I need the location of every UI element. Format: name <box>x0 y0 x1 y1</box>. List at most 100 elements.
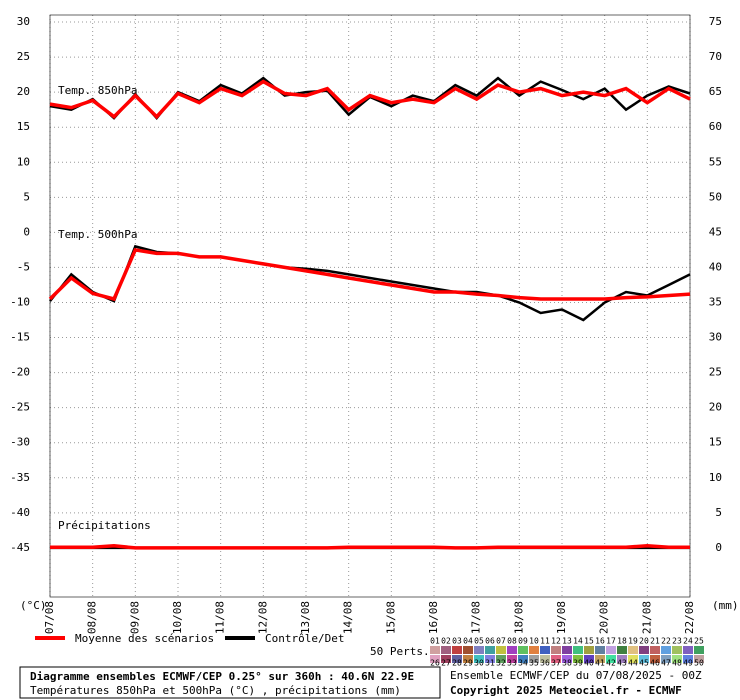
y-tick-label: -30 <box>10 436 30 449</box>
perturbation-label: 25 <box>694 637 704 646</box>
perturbation-label: 19 <box>628 637 638 646</box>
perturbation-label: 39 <box>573 659 583 668</box>
perturbation-swatch <box>628 646 638 654</box>
perturbation-label: 43 <box>617 659 627 668</box>
perturbation-swatch <box>683 655 693 663</box>
perturbation-label: 38 <box>562 659 572 668</box>
y-tick-label: -40 <box>10 506 30 519</box>
y2-tick-label: 15 <box>709 436 722 449</box>
y-tick-label: -20 <box>10 366 30 379</box>
perturbation-label: 02 <box>441 637 451 646</box>
perturbation-swatch <box>694 646 704 654</box>
y-tick-label: 30 <box>17 15 30 28</box>
perturbation-label: 50 <box>694 659 704 668</box>
y-tick-label: 15 <box>17 120 30 133</box>
perturbation-swatch <box>628 655 638 663</box>
perturbation-swatch <box>661 646 671 654</box>
perturbation-label: 42 <box>606 659 616 668</box>
y2-tick-label: 60 <box>709 120 722 133</box>
perturbation-swatch <box>540 646 550 654</box>
perturbation-label: 49 <box>683 659 693 668</box>
perturbation-label: 21 <box>650 637 660 646</box>
x-tick-label: 12/08 <box>256 601 269 634</box>
footer-run: Ensemble ECMWF/CEP du 07/08/2025 - 00Z <box>450 669 702 682</box>
y-tick-label: 0 <box>23 225 30 238</box>
perturbation-swatch <box>507 646 517 654</box>
perturbation-swatch <box>463 646 473 654</box>
perturbation-label: 30 <box>474 659 484 668</box>
y2-tick-label: 75 <box>709 15 722 28</box>
perturbation-swatch <box>430 655 440 663</box>
perturbation-label: 48 <box>672 659 682 668</box>
y2-tick-label: 35 <box>709 295 722 308</box>
x-tick-label: 20/08 <box>598 601 611 634</box>
x-tick-label: 15/08 <box>384 601 397 634</box>
perturbation-swatch <box>672 646 682 654</box>
perturbation-swatch <box>584 646 594 654</box>
perturbation-label: 08 <box>507 637 517 646</box>
legend-mean: Moyenne des scénarios <box>75 632 214 645</box>
y2-tick-label: 30 <box>709 331 722 344</box>
perturbation-label: 29 <box>463 659 473 668</box>
perturbation-swatch <box>606 655 616 663</box>
y2-tick-label: 10 <box>709 471 722 484</box>
perturbation-label: 05 <box>474 637 484 646</box>
y-tick-label: 25 <box>17 50 30 63</box>
perturbation-label: 18 <box>617 637 627 646</box>
perturbation-swatch <box>694 655 704 663</box>
perturbation-label: 11 <box>540 637 550 646</box>
perturbation-label: 34 <box>518 659 528 668</box>
x-tick-label: 16/08 <box>427 601 440 634</box>
perturbation-swatch <box>617 646 627 654</box>
y2-tick-label: 20 <box>709 401 722 414</box>
perturbation-label: 37 <box>551 659 561 668</box>
perturbation-swatch <box>551 646 561 654</box>
perturbation-label: 33 <box>507 659 517 668</box>
x-tick-label: 08/08 <box>86 601 99 634</box>
perturbation-label: 03 <box>452 637 462 646</box>
perturbation-swatch <box>430 646 440 654</box>
perturbation-swatch <box>683 646 693 654</box>
y2-tick-label: 25 <box>709 366 722 379</box>
y-tick-label: -35 <box>10 471 30 484</box>
perturbation-swatch <box>474 655 484 663</box>
perturbation-swatch <box>584 655 594 663</box>
perturbation-label: 15 <box>584 637 594 646</box>
y-tick-label: -45 <box>10 541 30 554</box>
perturbation-label: 23 <box>672 637 682 646</box>
perturbation-swatch <box>573 655 583 663</box>
perturbation-swatch <box>639 655 649 663</box>
x-tick-label: 09/08 <box>128 601 141 634</box>
perturbation-label: 20 <box>639 637 649 646</box>
perturbation-swatch <box>661 655 671 663</box>
y-axis-label: (°C) <box>20 599 47 612</box>
x-tick-label: 10/08 <box>171 601 184 634</box>
perturbation-label: 32 <box>496 659 506 668</box>
perturbation-label: 12 <box>551 637 561 646</box>
perturbation-swatch <box>496 646 506 654</box>
mean-line <box>49 79 691 120</box>
mean-line <box>48 247 691 302</box>
perturbation-label: 40 <box>584 659 594 668</box>
perturbation-label: 24 <box>683 637 693 646</box>
perturbation-label: 26 <box>430 659 440 668</box>
y2-tick-label: 50 <box>709 190 722 203</box>
perturbation-label: 04 <box>463 637 473 646</box>
perturbation-label: 06 <box>485 637 495 646</box>
perturbation-swatch <box>452 655 462 663</box>
perturbation-swatch <box>529 655 539 663</box>
mean-line <box>50 544 690 550</box>
perturbation-label: 22 <box>661 637 671 646</box>
x-tick-label: 21/08 <box>640 601 653 634</box>
perturbation-label: 45 <box>639 659 649 668</box>
x-tick-label: 17/08 <box>470 601 483 634</box>
y2-tick-label: 0 <box>715 541 722 554</box>
perturbation-swatch <box>595 646 605 654</box>
perturbation-label: 09 <box>518 637 528 646</box>
perturbation-swatch <box>617 655 627 663</box>
y2-tick-label: 40 <box>709 260 722 273</box>
panel-label: Précipitations <box>58 519 151 532</box>
y-tick-label: -15 <box>10 331 30 344</box>
y2-tick-label: 65 <box>709 85 722 98</box>
